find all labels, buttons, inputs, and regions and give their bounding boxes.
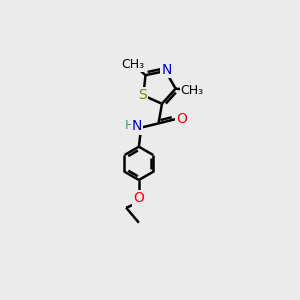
Text: CH₃: CH₃ — [122, 58, 145, 70]
Text: S: S — [138, 88, 147, 103]
Text: CH₃: CH₃ — [181, 84, 204, 97]
Text: O: O — [176, 112, 187, 126]
Text: N: N — [161, 63, 172, 77]
Text: O: O — [134, 191, 144, 206]
Text: N: N — [132, 119, 142, 134]
Text: H: H — [124, 119, 134, 132]
